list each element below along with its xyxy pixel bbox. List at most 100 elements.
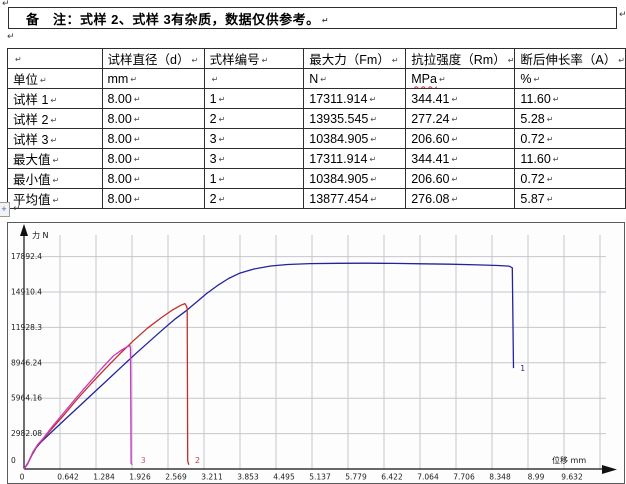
paragraph-mark: ↵ — [133, 154, 141, 164]
table-cell[interactable]: 2 ↵ — [203, 188, 305, 209]
table-cell[interactable]: 平均值 ↵ — [7, 188, 103, 209]
header-cell[interactable]: ↵ — [7, 48, 103, 69]
table-cell[interactable]: 17311.914 ↵ — [303, 148, 407, 169]
table-cell[interactable]: % ↵ — [514, 68, 626, 89]
table-cell[interactable]: N ↵ — [303, 68, 407, 89]
paragraph-mark: ↵ — [261, 56, 269, 65]
curve-specimen-3 — [23, 345, 133, 470]
x-tick-label: 8.348 — [489, 473, 511, 482]
paragraph-mark: ↵ — [370, 114, 378, 124]
paragraph-mark: ↵ — [218, 134, 226, 144]
y-tick-label: 5964.16 — [11, 394, 42, 403]
table-cell[interactable]: 17311.914 ↵ — [303, 88, 407, 109]
paragraph-mark: ↵ — [218, 174, 226, 184]
paragraph-mark: ↵ — [52, 196, 60, 205]
paragraph-mark: ↵ — [133, 114, 141, 124]
x-tick-label: 8.99 — [528, 473, 545, 482]
table-cell[interactable]: 试样 3 ↵ — [7, 128, 103, 149]
paragraph-mark: ↵ — [321, 15, 329, 25]
paragraph-mark: ↵ — [130, 74, 138, 84]
table-cell[interactable]: 10384.905 ↵ — [303, 168, 407, 189]
paragraph-mark: ↵ — [369, 94, 377, 104]
x-tick-label: 7.064 — [417, 473, 439, 482]
note-text: 备 注：式样 2、式样 3有杂质，数据仅供参考。 ↵ — [26, 11, 329, 27]
paragraph-mark: ↵ — [552, 94, 560, 104]
x-tick-label: 3.853 — [237, 473, 259, 482]
paragraph-mark: ↵ — [320, 74, 327, 84]
table-cell[interactable]: 3 ↵ — [203, 148, 305, 169]
table-cell[interactable]: 13935.545 ↵ — [303, 108, 407, 129]
table-cell[interactable]: 最大值 ↵ — [7, 148, 103, 169]
table-cell[interactable]: 8.00 ↵ — [101, 88, 205, 109]
x-tick-label: 1.926 — [129, 473, 151, 482]
paragraph-mark: ↵ — [451, 154, 459, 164]
paragraph-mark: ↵ — [50, 136, 58, 145]
results-table: ↵ 试样直径（d） ↵ 式样编号 ↵ 最大力（Fm） ↵ 抗拉强度（Rm） ↵ 断后伸长率（A） ↵… — [7, 48, 626, 209]
paragraph-mark: ↵ — [546, 114, 554, 124]
table-cell[interactable]: 试样 1 ↵ — [7, 88, 103, 109]
x-tick-label: 3.211 — [201, 473, 223, 482]
x-tick-label: 4.495 — [273, 473, 295, 482]
table-cell[interactable]: 11.60 ↵ — [514, 88, 626, 109]
table-cell[interactable]: 2 ↵ — [203, 108, 305, 129]
paragraph-mark: ↵ — [451, 94, 459, 104]
table-header-row: ↵ 试样直径（d） ↵ 式样编号 ↵ 最大力（Fm） ↵ 抗拉强度（Rm） ↵ 断后伸长率（A） ↵ — [7, 48, 626, 69]
table-cell[interactable]: 10384.905 ↵ — [303, 128, 407, 149]
table-cell[interactable]: 13877.454 ↵ — [303, 188, 407, 209]
paragraph-mark: ↵ — [133, 194, 141, 204]
table-cell[interactable]: 5.87 ↵ — [514, 188, 626, 209]
table-cell[interactable]: 0.72 ↵ — [514, 128, 626, 149]
header-cell[interactable]: 最大力（Fm） ↵ — [303, 48, 407, 69]
table-cell[interactable]: 8.00 ↵ — [101, 128, 205, 149]
header-cell[interactable]: 断后伸长率（A） ↵ — [514, 48, 626, 69]
table-cell[interactable]: 8.00 ↵ — [101, 108, 205, 129]
chart-canvas: 0 2982.08 5964.16 8946.24 11928.3 14910.4 1789… — [11, 224, 617, 482]
paragraph-mark: ↵ — [218, 194, 226, 204]
table-cell[interactable]: 0.72 ↵ — [514, 168, 626, 189]
paragraph-mark: ↵ — [370, 134, 378, 144]
y-tick-label: 17892.4 — [11, 252, 42, 261]
header-cell[interactable]: 抗拉强度（Rm） ↵ — [405, 48, 516, 69]
force-displacement-chart[interactable]: 0 2982.08 5964.16 8946.24 11928.3 14910.4 1789… — [7, 222, 625, 484]
note-box[interactable]: 备 注：式样 2、式样 3有杂质，数据仅供参考。 ↵ — [8, 7, 617, 29]
paragraph-mark: ↵ — [546, 194, 554, 204]
table-row: 试样 2 ↵ 8.00 ↵ 2 ↵ 13935.545 ↵ 277.24 ↵ 5.28 ↵ — [7, 108, 626, 129]
object-anchor[interactable]: + — [0, 202, 10, 217]
x-tick-label: 5.779 — [345, 473, 367, 482]
table-cell[interactable]: 最小值 ↵ — [7, 168, 103, 189]
paragraph-mark: ↵ — [52, 156, 60, 165]
table-cell[interactable]: 3 ↵ — [203, 128, 305, 149]
table-cell[interactable]: 5.28 ↵ — [514, 108, 626, 129]
paragraph-mark: ↵ — [40, 76, 47, 85]
anchor-plus-glyph: + — [1, 204, 7, 214]
x-tick-label: 0.642 — [57, 473, 79, 482]
table-cell[interactable]: 276.08 ↵ — [405, 188, 516, 209]
table-cell[interactable]: mm ↵ — [101, 68, 205, 89]
table-cell[interactable]: 206.60 ↵ — [405, 168, 516, 189]
header-cell[interactable]: 试样直径（d） ↵ — [101, 48, 205, 69]
table-cell[interactable]: ↵ — [203, 68, 305, 89]
paragraph-mark: ↵ — [451, 114, 459, 124]
table-cell[interactable]: 1 ↵ — [203, 88, 305, 109]
table-cell[interactable]: MPa ↵ — [405, 68, 516, 89]
table-cell[interactable]: 344.41 ↵ — [405, 88, 516, 109]
table-cell[interactable]: 277.24 ↵ — [405, 108, 516, 129]
paragraph-mark: ↵ — [438, 74, 446, 84]
table-row: 单位 ↵ mm ↵ ↵ N ↵ MPa ↵% ↵ — [7, 68, 626, 89]
table-cell[interactable]: 8.00 ↵ — [101, 148, 205, 169]
table-cell[interactable]: 344.41 ↵ — [405, 148, 516, 169]
table-cell[interactable]: 试样 2 ↵ — [7, 108, 103, 129]
header-cell[interactable]: 式样编号 ↵ — [203, 48, 305, 69]
paragraph-mark: ↵ — [133, 174, 141, 184]
table-cell[interactable]: 11.60 ↵ — [514, 148, 626, 169]
y-axis-title: 力 N — [32, 230, 49, 240]
x-axis-arrow-icon — [602, 465, 617, 474]
table-cell[interactable]: 单位 ↵ — [7, 68, 103, 89]
paragraph-mark: ↵ — [370, 194, 378, 204]
paragraph-mark: ↵ — [211, 74, 219, 84]
paragraph-mark: ↵ — [533, 74, 541, 84]
table-cell[interactable]: 8.00 ↵ — [101, 168, 205, 189]
table-cell[interactable]: 1 ↵ — [203, 168, 305, 189]
table-cell[interactable]: 206.60 ↵ — [405, 128, 516, 149]
table-cell[interactable]: 8.00 ↵ — [101, 188, 205, 209]
